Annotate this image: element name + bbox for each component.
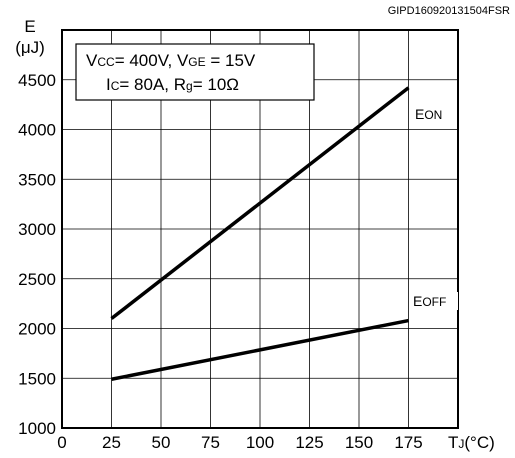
series-line-eoff [111,318,409,381]
y-tick-label: 1500 [18,369,56,388]
x-tick-label: 75 [201,433,220,452]
source-id: GIPD160920131504FSR [388,5,510,17]
x-tick-label: 50 [152,433,171,452]
plot-frame [61,29,459,429]
y-axis-title: E [24,17,35,36]
conditions-line-2: IC= 80A, Rg= 10Ω [106,75,239,94]
series-label-eon: EON [415,106,442,122]
y-axis-unit: (μJ) [15,38,45,57]
x-tick-label: 150 [345,433,373,452]
y-tick-label: 2500 [18,270,56,289]
series-lines [110,86,410,381]
x-tick-label: 0 [57,433,66,452]
series-label-eoff-bg [412,292,458,310]
conditions-line-1: VCC= 400V, VGE = 15V [86,51,256,70]
x-axis-title: TJ(°C) [448,433,495,452]
x-tick-labels: 0 25 50 75 100 125 150 175 [57,433,422,452]
series-line-eon [110,86,410,320]
y-tick-label: 4000 [18,121,56,140]
y-tick-label: 4500 [18,71,56,90]
x-tick-label: 125 [295,433,323,452]
y-tick-label: 1000 [18,419,56,438]
series-label-eoff: EOFF [413,293,446,309]
x-tick-label: 25 [102,433,121,452]
y-tick-label: 2000 [18,320,56,339]
y-tick-label: 3000 [18,220,56,239]
y-tick-labels: 1000 1500 2000 2500 3000 3500 4000 4500 [18,71,56,438]
x-tick-label: 100 [246,433,274,452]
x-tick-label: 175 [394,433,422,452]
y-tick-label: 3500 [18,170,56,189]
conditions-box [75,43,315,101]
